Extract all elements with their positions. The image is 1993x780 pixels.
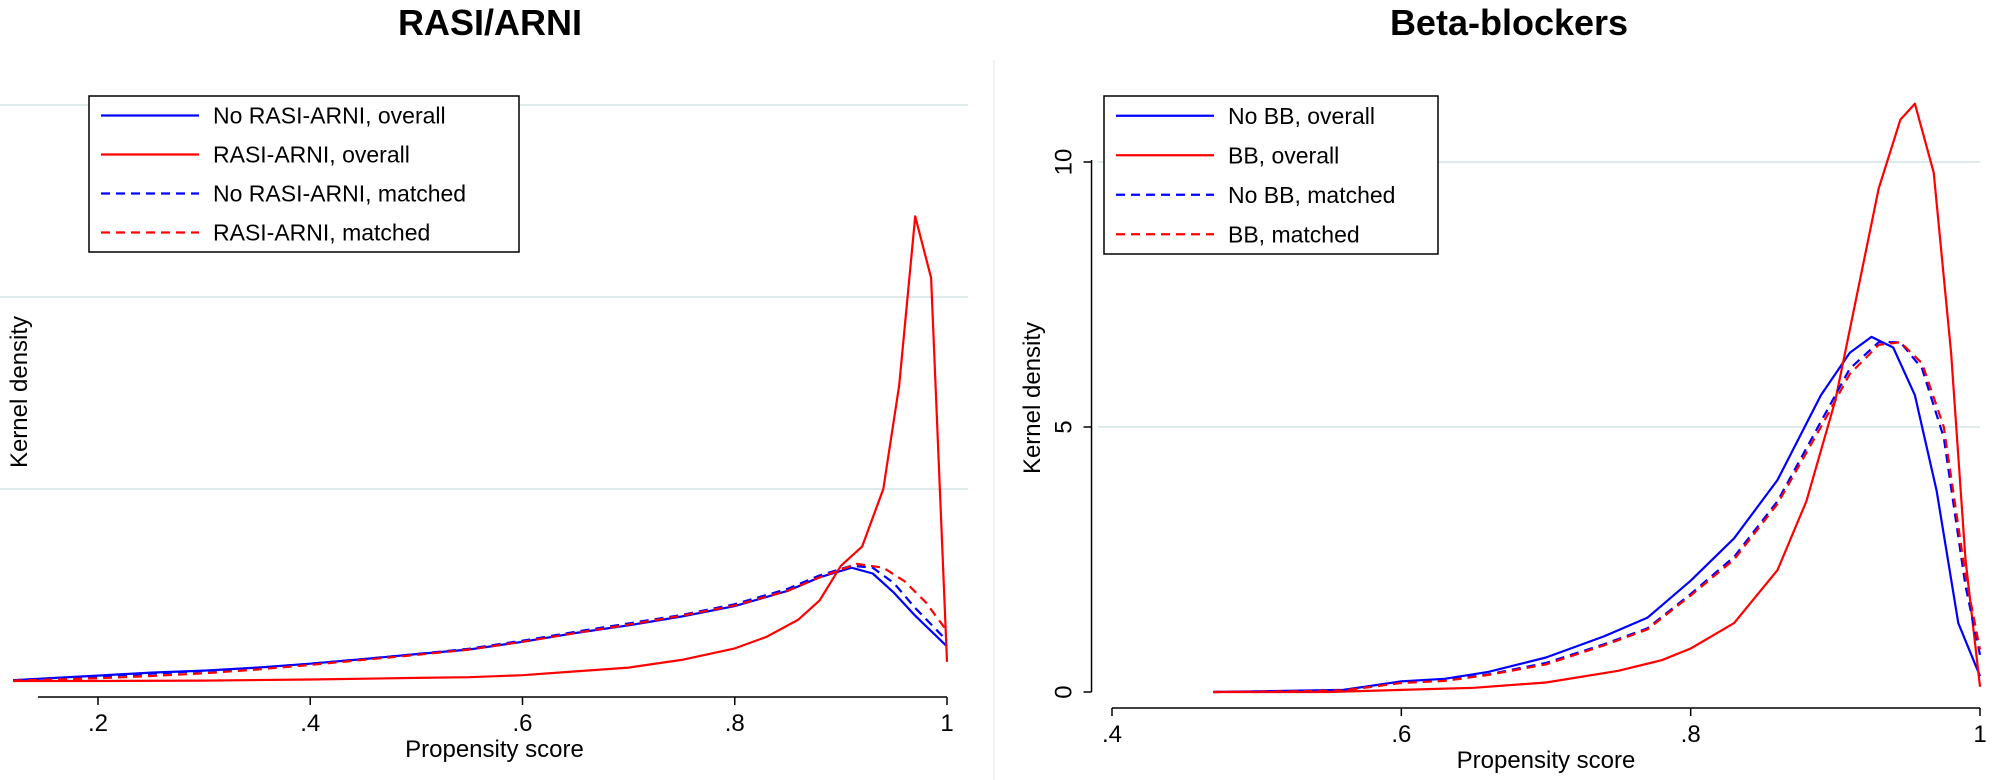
chart-panel-2: Beta-blockers 0 5 10 .4 .6 .8 1 Propensity score…	[1019, 2, 1987, 774]
legend-label: No BB, overall	[1228, 103, 1375, 129]
chart-title: Beta-blockers	[1390, 2, 1628, 43]
x-tick-label: .6	[512, 710, 532, 737]
x-axis-label: Propensity score	[1457, 747, 1636, 774]
series-line-1	[13, 566, 948, 682]
chart-title: RASI/ARNI	[398, 2, 582, 43]
x-tick-label: 1	[940, 710, 953, 737]
x-axis-label: Propensity score	[405, 736, 584, 763]
x-tick-label: 1	[1973, 721, 1986, 748]
legend-label: RASI-ARNI, overall	[213, 142, 410, 168]
legend: No BB, overall BB, overall No BB, matched B…	[1103, 95, 1439, 255]
y-tick-label: 10	[1051, 149, 1078, 176]
legend-label: No RASI-ARNI, matched	[213, 181, 466, 207]
series-line-2	[13, 215, 949, 683]
series-line-1	[1213, 335, 1982, 694]
legend-box	[88, 95, 520, 253]
y-axis-label: Kernel density	[6, 316, 33, 468]
series-line-3	[13, 564, 948, 682]
legend: No RASI-ARNI, overall RASI-ARNI, overall N…	[88, 95, 520, 253]
x-tick-label: .2	[88, 710, 108, 737]
series-line-2	[1213, 102, 1982, 694]
x-tick-label: .4	[300, 710, 320, 737]
y-axis-label: Kernel density	[1019, 322, 1046, 474]
y-tick-label: 5	[1051, 420, 1078, 433]
legend-label: BB, matched	[1228, 221, 1360, 247]
legend-label: RASI-ARNI, matched	[213, 220, 430, 246]
x-tick-label: .8	[1681, 721, 1701, 748]
y-tick-label: 0	[1051, 685, 1078, 698]
series-line-4	[1213, 341, 1982, 694]
legend-label: No BB, matched	[1228, 182, 1395, 208]
x-tick-label: .4	[1102, 721, 1122, 748]
legend-box	[1103, 95, 1439, 255]
legend-label: No RASI-ARNI, overall	[213, 103, 446, 129]
x-tick-label: .6	[1391, 721, 1411, 748]
legend-label: BB, overall	[1228, 142, 1339, 168]
x-tick-label: .8	[725, 710, 745, 737]
